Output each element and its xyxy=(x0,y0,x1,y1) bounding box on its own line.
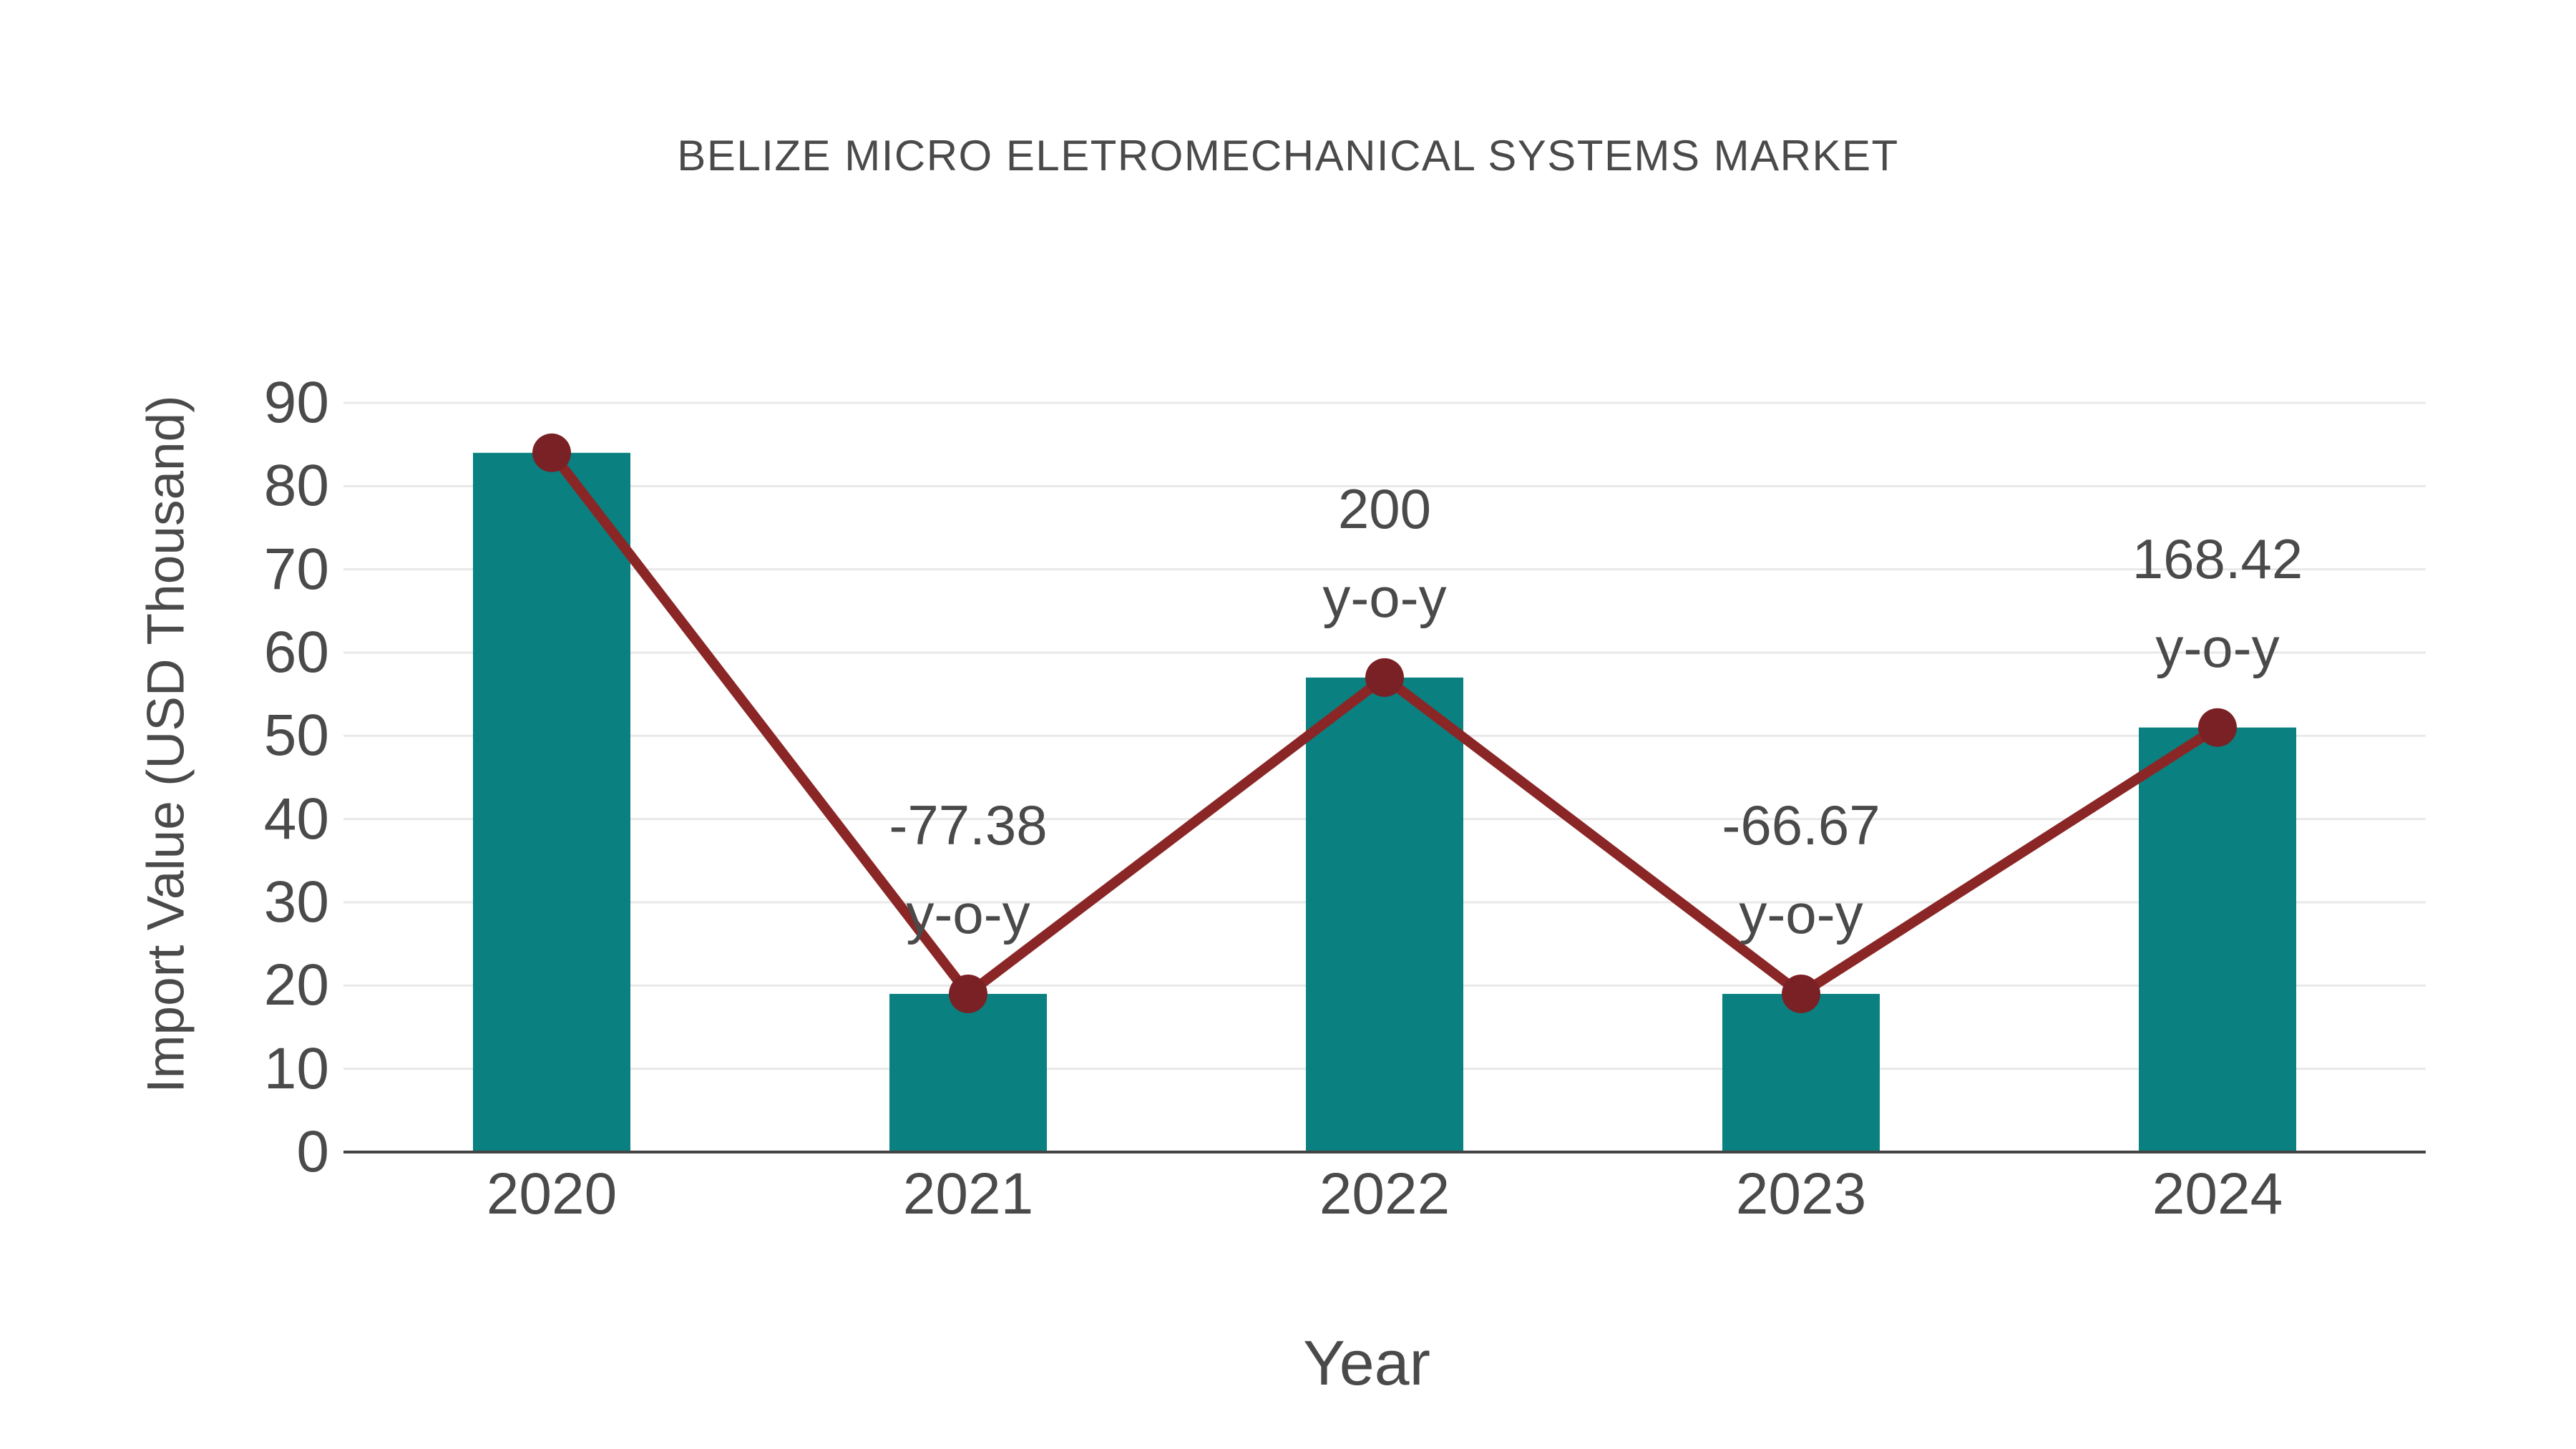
chart-title: BELIZE MICRO ELETROMECHANICAL SYSTEMS MA… xyxy=(677,132,1899,180)
marker-2020 xyxy=(532,433,571,472)
marker-2024 xyxy=(2198,708,2237,747)
marker-2022 xyxy=(1365,658,1404,697)
x-axis-title: Year xyxy=(1303,1327,1430,1398)
bar-2021 xyxy=(889,993,1047,1152)
marker-2021 xyxy=(949,974,987,1013)
marker-2023 xyxy=(1782,974,1820,1013)
bar-2024 xyxy=(2139,727,2296,1152)
bar-2022 xyxy=(1306,677,1463,1152)
bar-2023 xyxy=(1722,993,1880,1152)
bar-2020 xyxy=(473,452,630,1152)
